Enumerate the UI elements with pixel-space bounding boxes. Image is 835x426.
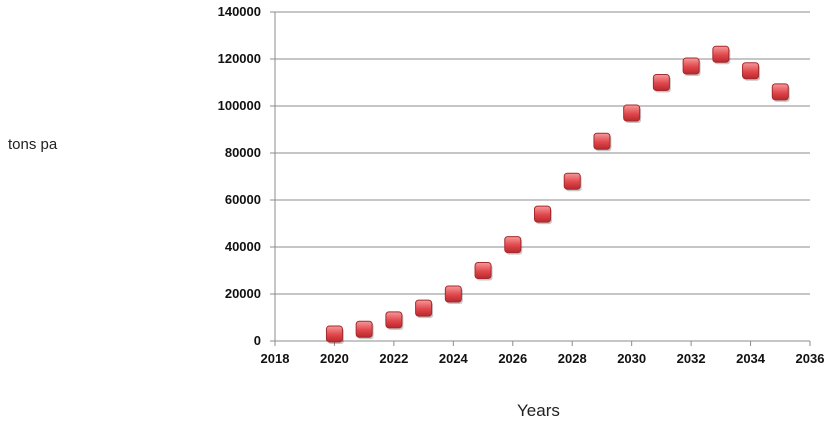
y-tick-label: 40000 <box>225 239 261 254</box>
data-point <box>325 325 343 343</box>
data-point <box>355 320 373 338</box>
data-point <box>534 205 551 223</box>
data-point <box>682 57 700 75</box>
y-tick-label: 20000 <box>225 286 261 301</box>
data-point <box>504 236 522 254</box>
data-point <box>385 311 403 329</box>
x-tick-label: 2026 <box>498 351 527 366</box>
x-tick-label: 2028 <box>558 351 587 366</box>
x-tick-label: 2036 <box>796 351 825 366</box>
y-tick-label: 140000 <box>218 4 261 19</box>
gridlines <box>275 11 810 295</box>
data-points <box>325 45 790 344</box>
x-tick-label: 2024 <box>439 351 469 366</box>
data-point <box>593 132 611 150</box>
x-tick-label: 2022 <box>379 351 408 366</box>
y-tick-label: 0 <box>254 333 261 348</box>
data-point <box>771 83 789 101</box>
axes <box>270 11 811 346</box>
y-tick-label: 80000 <box>225 145 261 160</box>
data-point <box>712 45 730 63</box>
data-point <box>742 62 760 80</box>
y-tick-label: 120000 <box>218 51 261 66</box>
data-point <box>415 299 433 317</box>
x-axis-label: Years <box>517 401 560 420</box>
y-tick-label: 60000 <box>225 192 261 207</box>
data-point <box>444 285 462 303</box>
data-point <box>652 74 670 91</box>
y-axis-label: tons pa <box>8 136 58 153</box>
data-point <box>474 262 492 279</box>
x-tick-label: 2032 <box>677 351 706 366</box>
tick-labels: 0 20000 40000 60000 80000 100000 120000 140000 2… <box>218 4 825 366</box>
x-tick-label: 2030 <box>617 351 646 366</box>
data-point <box>563 172 581 190</box>
x-tick-label: 2034 <box>736 351 766 366</box>
y-tick-label: 100000 <box>218 98 261 113</box>
x-tick-label: 2020 <box>320 351 349 366</box>
x-tick-label: 2018 <box>261 351 290 366</box>
data-point <box>623 104 641 122</box>
